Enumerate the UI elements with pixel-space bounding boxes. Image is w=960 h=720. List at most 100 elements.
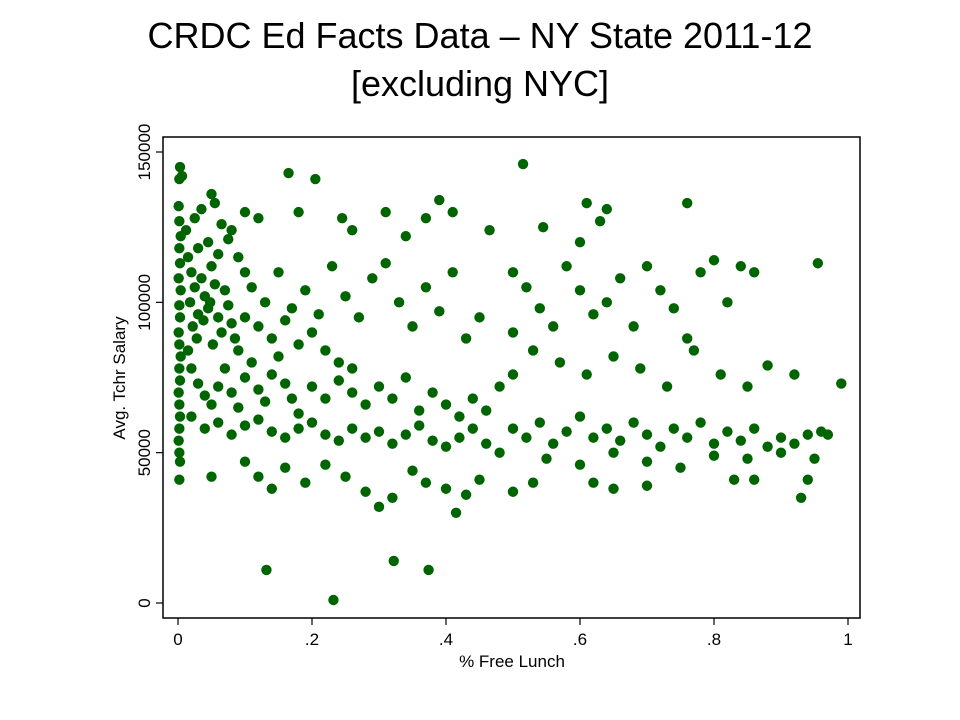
data-point <box>367 273 378 284</box>
data-point <box>728 474 740 485</box>
data-point <box>196 203 207 215</box>
data-point <box>328 594 339 606</box>
y-tick-label: 150000 <box>135 124 154 181</box>
data-point <box>507 327 519 338</box>
data-point <box>628 321 639 332</box>
data-point <box>414 420 425 431</box>
data-point <box>286 393 298 404</box>
chart-title: CRDC Ed Facts Data – NY State 2011-12 <box>147 15 813 56</box>
data-point <box>246 357 257 368</box>
data-point <box>174 447 185 458</box>
data-point <box>233 345 244 356</box>
data-point <box>400 230 411 242</box>
data-point <box>213 249 224 260</box>
data-point <box>216 218 227 230</box>
data-point <box>219 363 231 374</box>
data-point <box>722 426 733 437</box>
data-point <box>229 333 241 344</box>
data-point <box>722 297 733 308</box>
data-point <box>615 435 626 446</box>
data-point <box>420 212 432 224</box>
data-point <box>641 261 653 272</box>
data-point <box>373 501 385 512</box>
data-point <box>300 477 311 488</box>
x-tick-label: 0 <box>173 630 182 649</box>
data-point <box>454 411 465 422</box>
data-point <box>561 426 572 437</box>
data-point <box>735 261 746 272</box>
data-point <box>266 426 277 437</box>
data-point <box>306 381 318 392</box>
data-point <box>320 345 331 356</box>
data-point <box>206 471 217 482</box>
data-point <box>239 312 251 323</box>
data-point <box>588 477 599 488</box>
data-point <box>186 363 197 374</box>
data-point <box>199 423 210 434</box>
data-point <box>467 423 478 434</box>
data-point <box>507 267 519 278</box>
data-point <box>561 261 572 272</box>
data-point <box>467 393 478 404</box>
data-point <box>608 351 619 362</box>
data-point <box>175 285 186 296</box>
data-point <box>407 465 418 476</box>
data-point <box>306 417 318 428</box>
data-point <box>393 297 405 308</box>
data-point <box>789 369 800 380</box>
data-point <box>668 303 679 314</box>
data-point <box>420 477 432 488</box>
data-point <box>347 363 358 374</box>
data-point <box>735 435 746 446</box>
data-point <box>253 321 264 332</box>
data-point <box>174 312 186 323</box>
data-point <box>762 360 773 371</box>
data-point <box>226 387 237 398</box>
data-point <box>273 351 284 362</box>
data-point <box>239 456 251 467</box>
data-point <box>588 432 599 443</box>
data-point <box>574 459 586 470</box>
data-point <box>537 221 549 233</box>
data-point <box>360 432 371 443</box>
data-point <box>326 261 338 272</box>
data-point <box>822 429 834 440</box>
data-point <box>280 315 291 326</box>
data-point <box>189 282 200 293</box>
data-point <box>400 372 411 383</box>
data-point <box>336 212 348 224</box>
data-point <box>333 357 344 368</box>
data-point <box>293 206 304 218</box>
data-point <box>266 369 277 380</box>
data-point <box>440 399 452 410</box>
x-tick-label: .2 <box>305 630 319 649</box>
data-point <box>608 447 619 458</box>
data-point <box>207 339 219 350</box>
data-point <box>226 318 237 329</box>
data-point <box>474 312 485 323</box>
data-point <box>199 390 210 401</box>
data-point <box>420 282 432 293</box>
x-tick-label: .6 <box>573 630 587 649</box>
data-point <box>273 267 284 278</box>
data-point <box>675 462 686 473</box>
data-point <box>615 273 626 284</box>
data-point <box>174 215 185 227</box>
data-point <box>184 297 196 308</box>
data-point <box>259 297 271 308</box>
data-point <box>223 300 234 311</box>
data-point <box>206 399 217 410</box>
data-point <box>809 453 820 464</box>
data-point <box>253 414 264 425</box>
data-point <box>186 267 197 278</box>
data-point <box>380 206 391 218</box>
data-point <box>216 327 227 338</box>
data-point <box>423 564 434 576</box>
data-point <box>601 423 612 434</box>
data-point <box>682 432 693 443</box>
data-point <box>521 282 532 293</box>
data-point <box>574 237 586 248</box>
data-point <box>174 423 185 434</box>
data-point <box>641 456 653 467</box>
data-point <box>802 429 813 440</box>
